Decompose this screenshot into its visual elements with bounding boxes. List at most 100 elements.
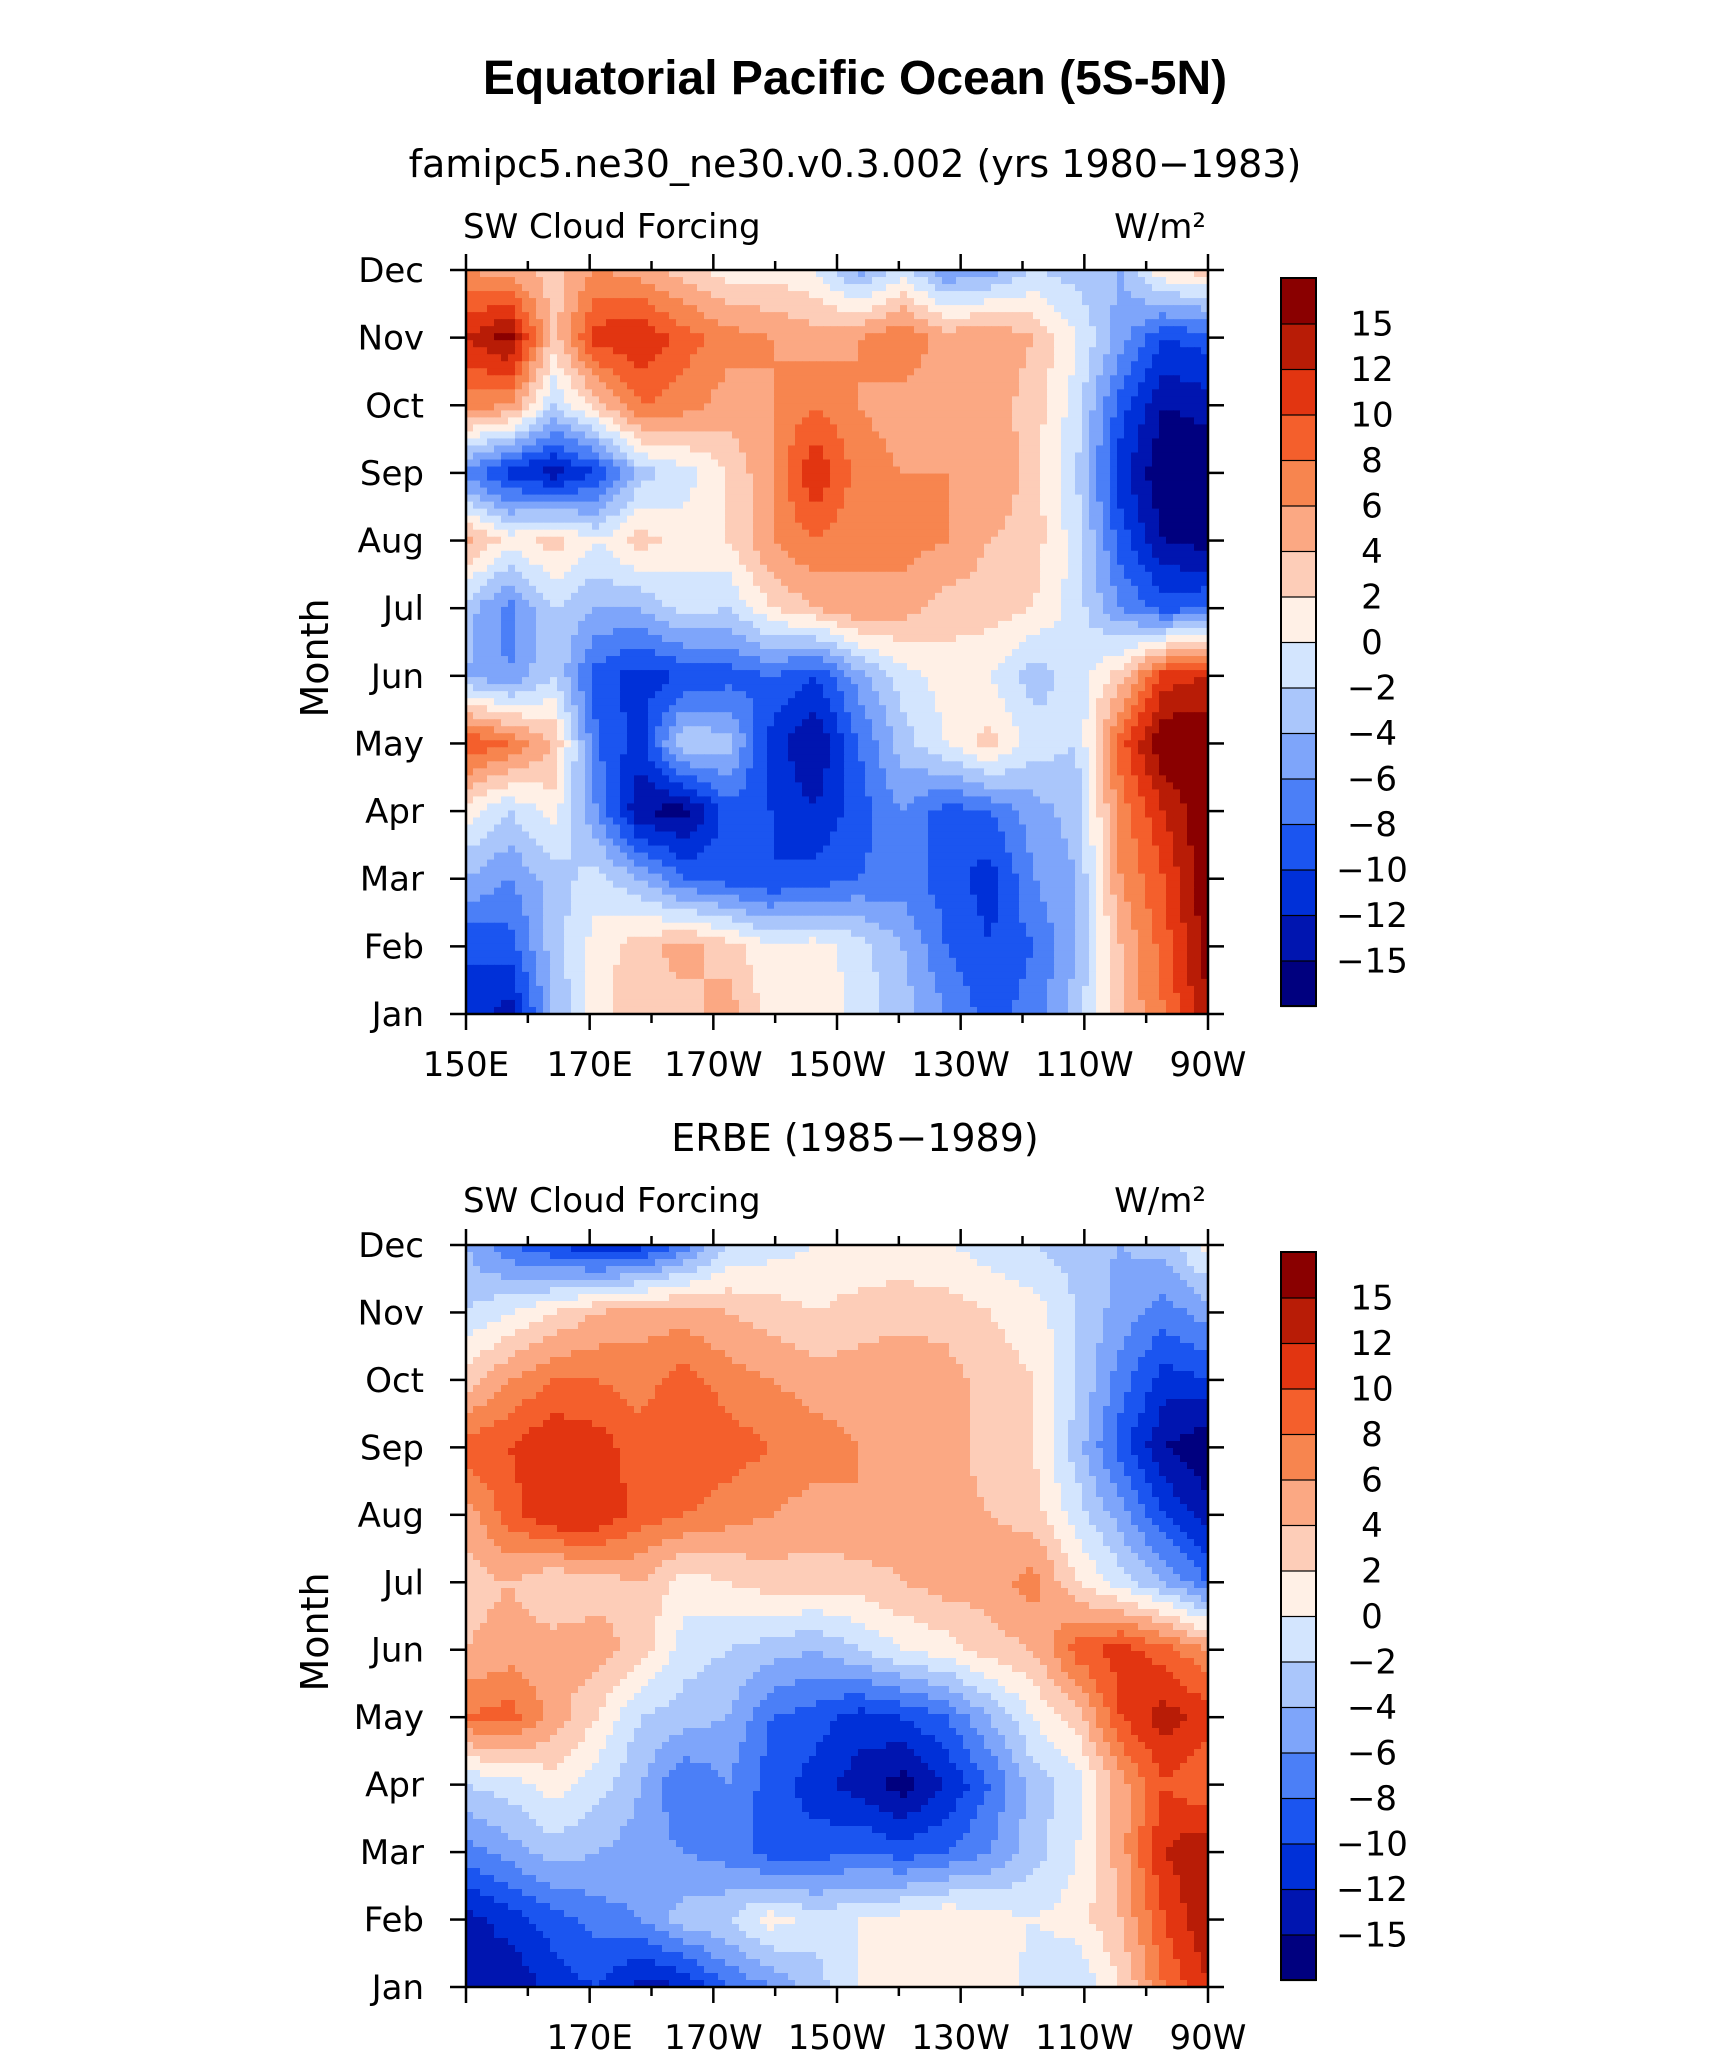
heatmap-cell xyxy=(662,396,670,404)
heatmap-cell xyxy=(1089,536,1097,545)
heatmap-cell xyxy=(837,508,845,517)
heatmap-cell xyxy=(648,291,656,299)
heatmap-cell xyxy=(1005,312,1013,320)
heatmap-cell xyxy=(1131,319,1139,327)
heatmap-cell xyxy=(627,389,635,397)
heatmap-cell xyxy=(893,536,901,545)
heatmap-cell xyxy=(984,284,992,292)
heatmap-cell xyxy=(1103,368,1111,376)
heatmap-cell xyxy=(830,438,838,447)
heatmap-cell xyxy=(613,585,621,594)
heatmap-cell xyxy=(830,417,838,426)
heatmap-cell xyxy=(1040,592,1048,601)
heatmap-cell xyxy=(501,564,509,573)
heatmap-cell xyxy=(1194,403,1202,411)
heatmap-cell xyxy=(1117,550,1125,559)
heatmap-cell xyxy=(802,571,810,580)
heatmap-cell xyxy=(606,438,614,447)
heatmap-cell xyxy=(921,375,929,383)
heatmap-cell xyxy=(1110,340,1118,348)
heatmap-cell xyxy=(1075,326,1083,334)
heatmap-cell xyxy=(550,459,558,468)
heatmap-cell xyxy=(802,508,810,517)
heatmap-cell xyxy=(1075,305,1083,313)
heatmap-cell xyxy=(557,536,565,545)
heatmap-cell xyxy=(641,480,649,489)
heatmap-cell xyxy=(529,452,537,461)
heatmap-cell xyxy=(984,585,992,594)
heatmap-cell xyxy=(571,389,579,397)
heatmap-cell xyxy=(879,438,887,447)
heatmap-cell xyxy=(676,494,684,503)
heatmap-cell xyxy=(571,578,579,587)
heatmap-cell xyxy=(977,312,985,320)
heatmap-cell xyxy=(669,585,677,594)
heatmap-cell xyxy=(550,389,558,397)
heatmap-cell xyxy=(557,585,565,594)
heatmap-cell xyxy=(774,382,782,390)
heatmap-cell xyxy=(900,571,908,580)
heatmap-cell xyxy=(536,333,544,341)
heatmap-cell xyxy=(585,445,593,454)
heatmap-cell xyxy=(606,354,614,362)
heatmap-cell xyxy=(669,438,677,447)
heatmap-cell xyxy=(781,571,789,580)
heatmap-cell xyxy=(508,459,516,468)
heatmap-cell xyxy=(634,431,642,440)
heatmap-cell xyxy=(1180,347,1188,355)
heatmap-cell xyxy=(1068,375,1076,383)
heatmap-cell xyxy=(627,326,635,334)
heatmap-cell xyxy=(746,508,754,517)
heatmap-cell xyxy=(564,550,572,559)
heatmap-cell xyxy=(837,550,845,559)
heatmap-cell xyxy=(1019,529,1027,538)
heatmap-cell xyxy=(795,375,803,383)
heatmap-cell xyxy=(1138,368,1146,376)
heatmap-cell xyxy=(1033,277,1041,285)
heatmap-cell xyxy=(795,494,803,503)
heatmap-cell xyxy=(613,459,621,468)
heatmap-cell xyxy=(1026,543,1034,552)
heatmap-cell xyxy=(466,550,474,559)
heatmap-cell xyxy=(683,578,691,587)
heatmap-cell xyxy=(501,438,509,447)
heatmap-cell xyxy=(767,368,775,376)
heatmap-cell xyxy=(585,529,593,538)
heatmap-cell xyxy=(907,396,915,404)
heatmap-cell xyxy=(1012,340,1020,348)
heatmap-cell xyxy=(907,277,915,285)
heatmap-cell xyxy=(718,298,726,306)
heatmap-cell xyxy=(816,326,824,334)
heatmap-cell xyxy=(851,592,859,601)
heatmap-cell xyxy=(802,445,810,454)
heatmap-cell xyxy=(571,361,579,369)
heatmap-cell xyxy=(1201,543,1209,552)
heatmap-cell xyxy=(795,319,803,327)
heatmap-cell xyxy=(1012,270,1020,278)
heatmap-cell xyxy=(921,473,929,482)
heatmap-cell xyxy=(802,354,810,362)
heatmap-cell xyxy=(767,389,775,397)
heatmap-cell xyxy=(683,312,691,320)
heatmap-cell xyxy=(627,459,635,468)
heatmap-cell xyxy=(732,466,740,475)
heatmap-cell xyxy=(1145,487,1153,496)
heatmap-cell xyxy=(466,284,474,292)
heatmap-cell xyxy=(522,592,530,601)
heatmap-cell xyxy=(508,508,516,517)
heatmap-cell xyxy=(620,438,628,447)
heatmap-cell xyxy=(1180,578,1188,587)
heatmap-cell xyxy=(1159,557,1167,566)
heatmap-cell xyxy=(858,557,866,566)
heatmap-cell xyxy=(921,515,929,524)
heatmap-cell xyxy=(613,494,621,503)
heatmap-cell xyxy=(669,368,677,376)
heatmap-cell xyxy=(851,438,859,447)
heatmap-cell xyxy=(914,452,922,461)
heatmap-cell xyxy=(900,466,908,475)
heatmap-cell xyxy=(718,445,726,454)
heatmap-cell xyxy=(1152,326,1160,334)
heatmap-cell xyxy=(760,501,768,510)
heatmap-cell xyxy=(774,522,782,531)
heatmap-cell xyxy=(585,403,593,411)
